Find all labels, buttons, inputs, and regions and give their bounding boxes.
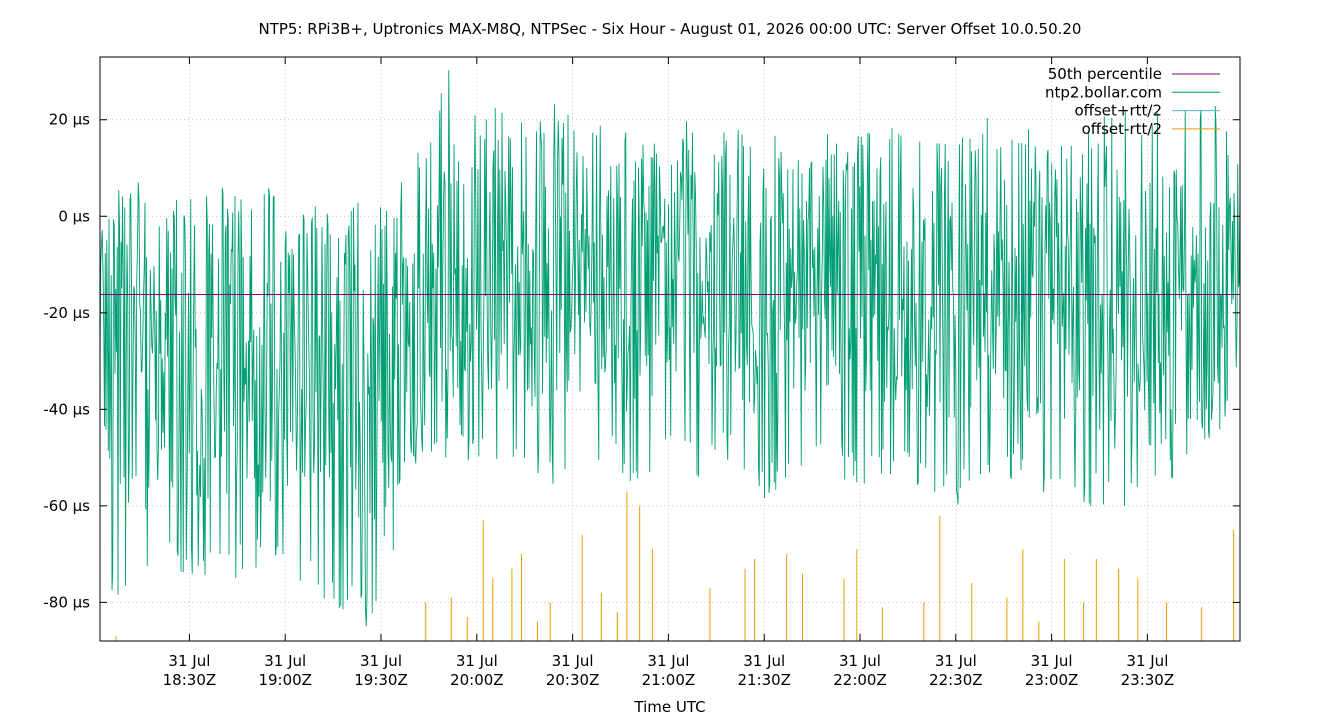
legend-label: offset+rtt/2 <box>1074 102 1162 120</box>
x-tick-label: 23:00Z <box>1025 671 1079 689</box>
y-axis: 20 µs 0 µs -20 µs -40 µs -60 µs -80 µs <box>43 111 1240 611</box>
x-tick-label: 23:30Z <box>1121 671 1175 689</box>
offset-series-line <box>99 70 1241 627</box>
x-tick-label: 31 Jul <box>264 652 306 670</box>
y-tick-label: -80 µs <box>43 593 90 611</box>
y-tick-label: 20 µs <box>49 111 90 129</box>
y-tick-label: 0 µs <box>58 207 90 225</box>
x-tick-label: 31 Jul <box>456 652 498 670</box>
x-tick-label: 31 Jul <box>1126 652 1168 670</box>
x-tick-label: 31 Jul <box>935 652 977 670</box>
x-tick-label: 21:30Z <box>737 671 791 689</box>
y-tick-label: -20 µs <box>43 304 90 322</box>
y-tick-label: -60 µs <box>43 497 90 515</box>
x-tick-label: 31 Jul <box>743 652 785 670</box>
x-tick-label: 22:00Z <box>833 671 887 689</box>
x-tick-label: 31 Jul <box>1031 652 1073 670</box>
x-tick-label: 20:30Z <box>546 671 600 689</box>
legend: 50th percentilentp2.bollar.comoffset+rtt… <box>1045 65 1220 138</box>
legend-label: 50th percentile <box>1048 65 1162 83</box>
x-tick-label: 31 Jul <box>168 652 210 670</box>
legend-label: ntp2.bollar.com <box>1045 83 1162 101</box>
x-tick-label: 31 Jul <box>552 652 594 670</box>
x-tick-label: 31 Jul <box>360 652 402 670</box>
x-tick-label: 21:00Z <box>642 671 696 689</box>
x-tick-label: 22:30Z <box>929 671 983 689</box>
chart-title: NTP5: RPi3B+, Uptronics MAX-M8Q, NTPSec … <box>259 20 1082 38</box>
x-tick-label: 20:00Z <box>450 671 504 689</box>
x-tick-label: 31 Jul <box>647 652 689 670</box>
plot-frame <box>99 56 1241 642</box>
x-tick-label: 19:00Z <box>258 671 312 689</box>
legend-label: offset-rtt/2 <box>1082 120 1162 138</box>
x-axis-label: Time UTC <box>633 698 705 716</box>
y-tick-label: -40 µs <box>43 400 90 418</box>
x-tick-label: 31 Jul <box>839 652 881 670</box>
series-layer <box>99 70 1241 641</box>
x-tick-label: 18:30Z <box>163 671 217 689</box>
x-tick-label: 19:30Z <box>354 671 408 689</box>
